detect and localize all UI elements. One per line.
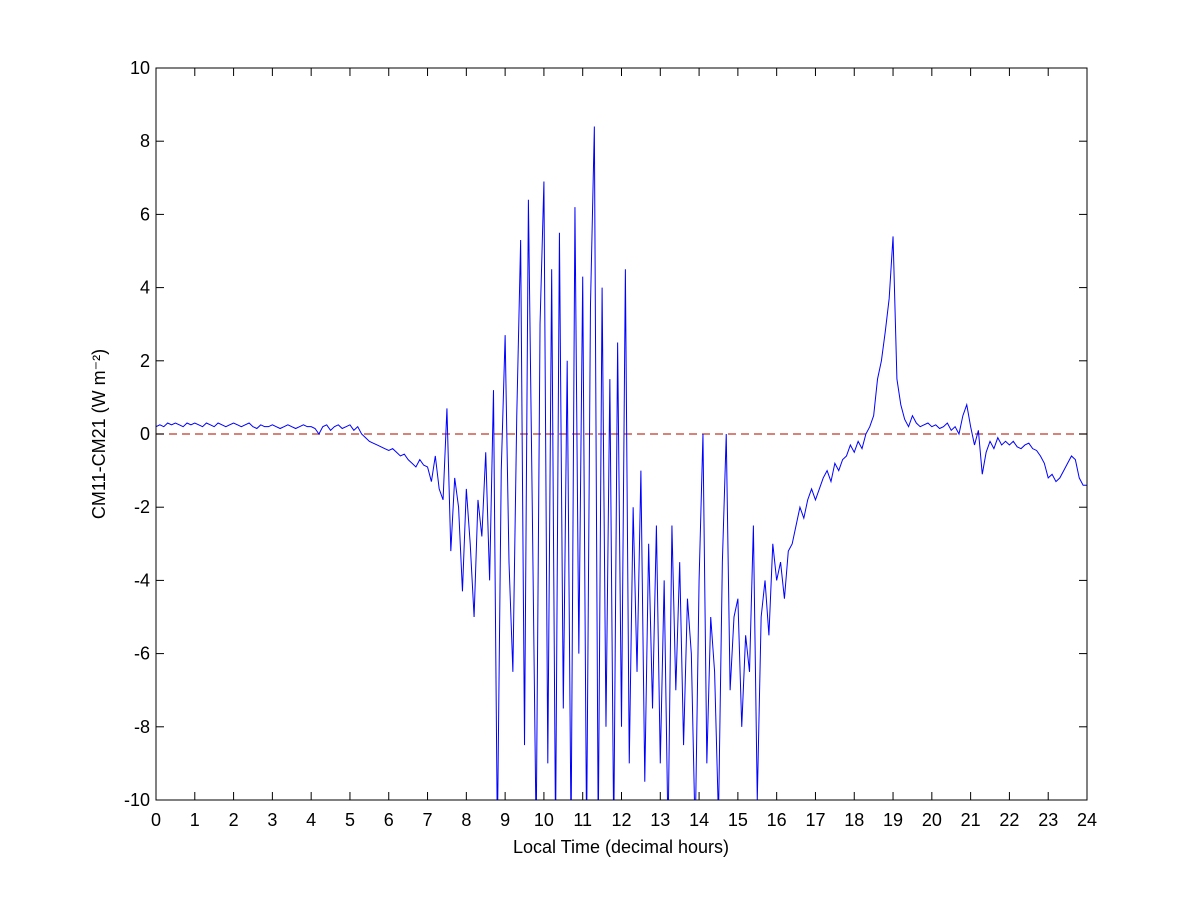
x-tick-label: 17 [805, 810, 825, 830]
x-tick-label: 12 [611, 810, 631, 830]
x-tick-label: 23 [1038, 810, 1058, 830]
y-tick-label: 6 [140, 204, 150, 224]
x-tick-label: 3 [267, 810, 277, 830]
y-tick-label: 4 [140, 278, 150, 298]
x-tick-label: 21 [961, 810, 981, 830]
y-tick-label: -8 [134, 717, 150, 737]
x-tick-label: 11 [573, 810, 592, 830]
x-tick-label: 10 [534, 810, 554, 830]
x-tick-label: 16 [767, 810, 787, 830]
y-tick-label: 10 [130, 58, 150, 78]
x-tick-label: 13 [650, 810, 670, 830]
x-tick-label: 9 [500, 810, 510, 830]
x-tick-label: 1 [190, 810, 200, 830]
y-tick-label: -6 [134, 644, 150, 664]
x-tick-label: 15 [728, 810, 748, 830]
x-tick-label: 18 [844, 810, 864, 830]
x-tick-label: 20 [922, 810, 942, 830]
x-tick-label: 4 [306, 810, 316, 830]
y-axis-label: CM11-CM21 (W m⁻²) [89, 349, 109, 519]
x-tick-label: 0 [151, 810, 161, 830]
x-tick-label: 8 [461, 810, 471, 830]
y-tick-label: -2 [134, 497, 150, 517]
y-tick-label: -4 [134, 570, 150, 590]
x-tick-label: 2 [229, 810, 239, 830]
y-tick-label: 2 [140, 351, 150, 371]
y-tick-label: 0 [140, 424, 150, 444]
x-tick-label: 6 [384, 810, 394, 830]
x-tick-label: 19 [883, 810, 903, 830]
x-tick-label: 7 [423, 810, 433, 830]
y-tick-label: -10 [124, 790, 150, 810]
x-axis-label: Local Time (decimal hours) [513, 837, 729, 857]
x-tick-label: 24 [1077, 810, 1097, 830]
x-tick-label: 14 [689, 810, 709, 830]
y-tick-label: 8 [140, 131, 150, 151]
plot-layer [156, 126, 1087, 800]
x-tick-label: 22 [999, 810, 1019, 830]
x-tick-label: 5 [345, 810, 355, 830]
data-line [156, 126, 1087, 800]
